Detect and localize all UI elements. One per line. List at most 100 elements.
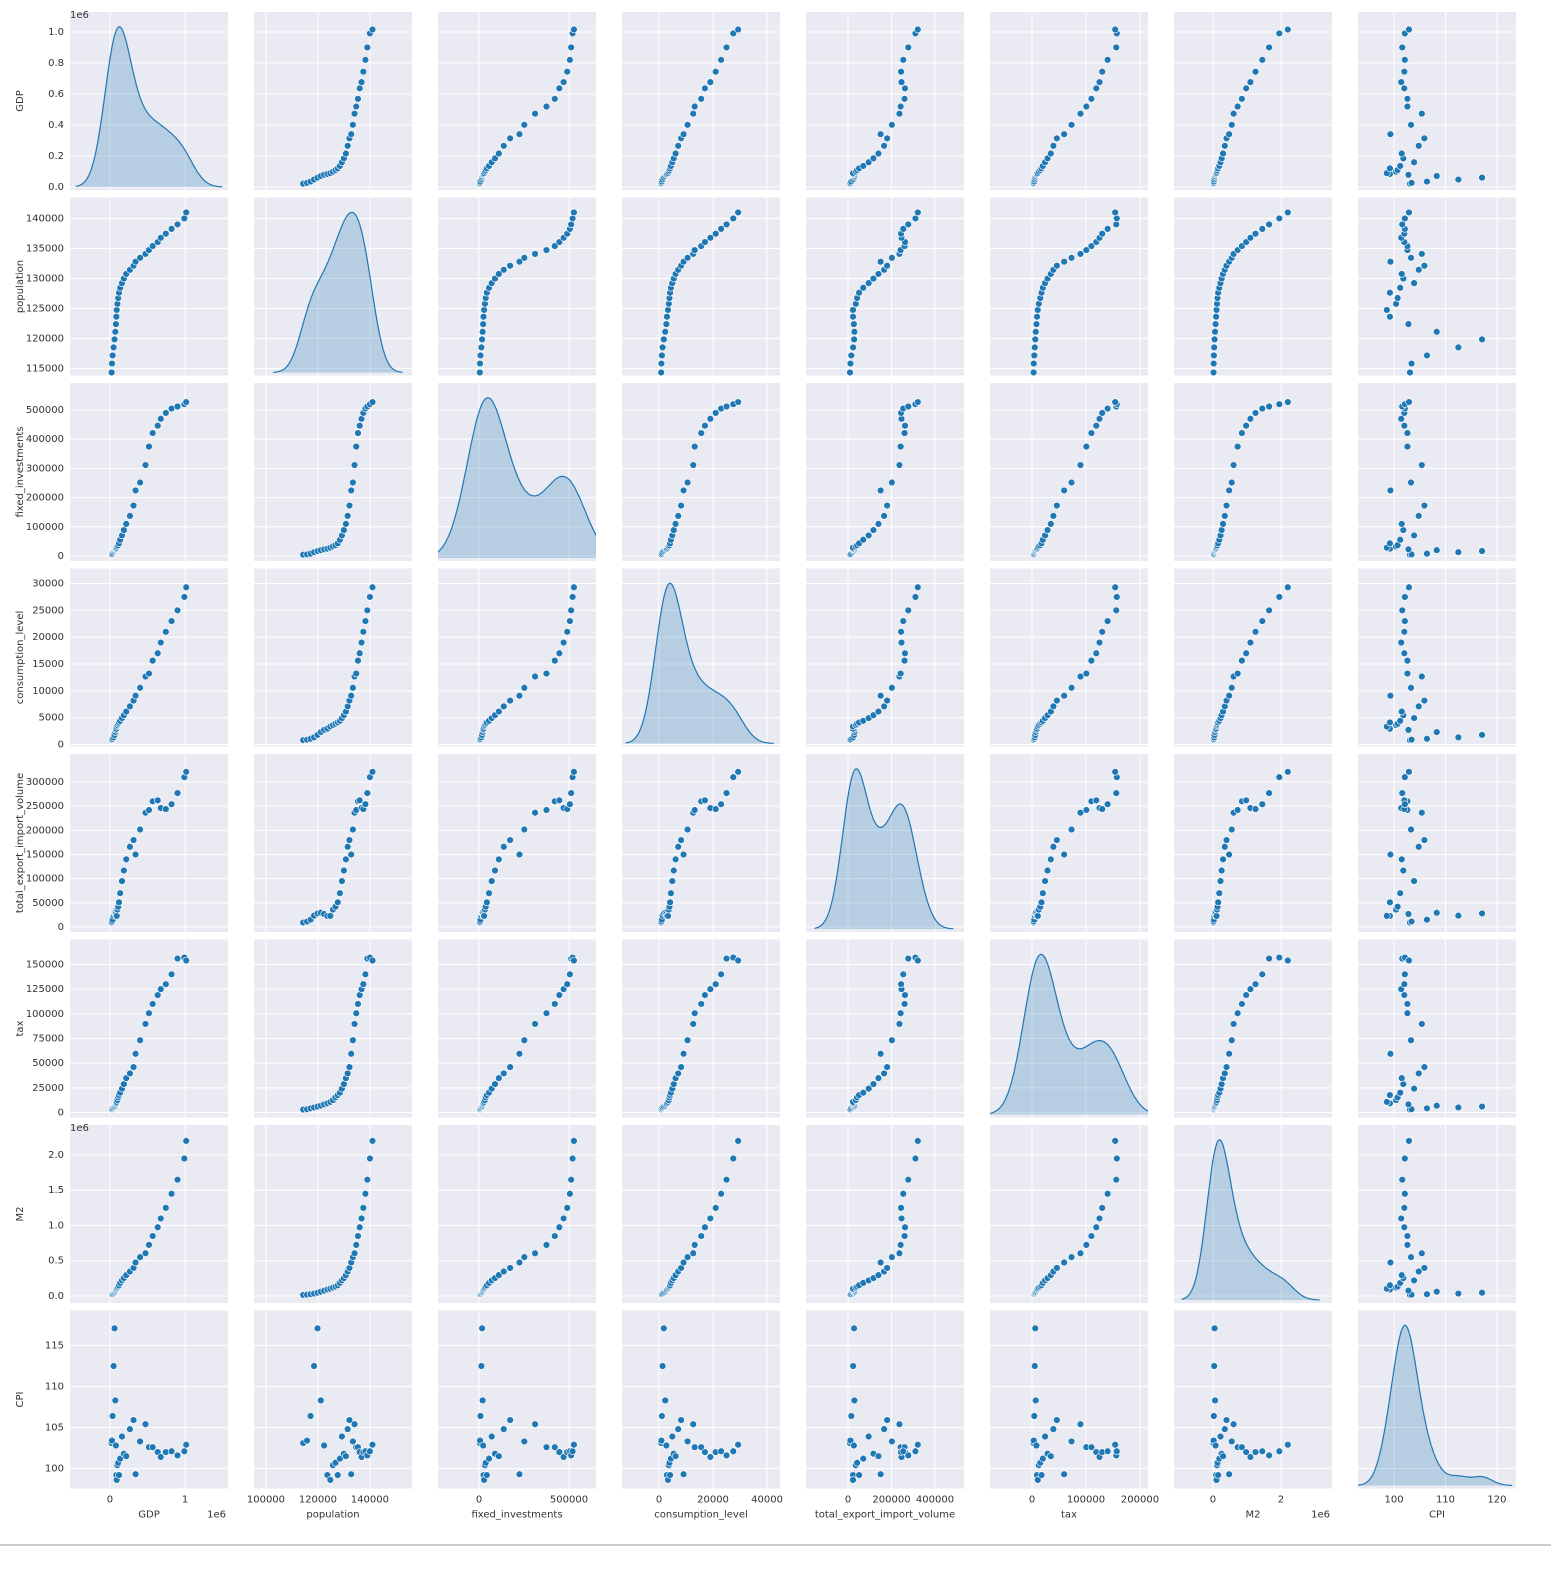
scatter-point xyxy=(531,250,539,258)
panel xyxy=(1174,12,1332,190)
scatter-point xyxy=(904,606,912,615)
scatter-point xyxy=(691,1009,699,1017)
scatter-point xyxy=(1415,1267,1423,1276)
scatter-point xyxy=(664,912,672,920)
scatter-point xyxy=(1228,684,1236,692)
scatter-point xyxy=(570,25,578,34)
plot-area xyxy=(75,26,223,188)
panel-background xyxy=(990,197,1148,376)
scatter-point xyxy=(666,1471,674,1479)
panel-background xyxy=(70,1125,228,1303)
scatter-point xyxy=(131,486,140,495)
scatter-point xyxy=(368,768,377,776)
scatter-point xyxy=(345,1416,354,1424)
panel xyxy=(806,1125,964,1303)
panel xyxy=(806,197,964,376)
scatter-point xyxy=(180,1447,189,1455)
scatter-point xyxy=(864,158,873,166)
scatter-point xyxy=(864,1084,873,1093)
plot-area xyxy=(299,398,377,559)
scatter-point xyxy=(1405,768,1413,776)
scatter-point xyxy=(1098,230,1106,238)
scatter-point xyxy=(347,1470,355,1478)
scatter-point xyxy=(666,898,674,907)
y-tick-label: 0.5 xyxy=(48,1256,64,1267)
scatter-point xyxy=(1258,970,1266,979)
scatter-point xyxy=(1060,691,1068,700)
scatter-point xyxy=(658,1362,667,1370)
scatter-point xyxy=(115,1471,123,1479)
scatter-point xyxy=(859,536,867,544)
scatter-point xyxy=(515,1258,524,1267)
scatter-point xyxy=(1031,1362,1039,1370)
y-tick-label: 10000 xyxy=(32,686,64,697)
scatter-point xyxy=(1053,134,1061,143)
scatter-point xyxy=(1398,1074,1406,1082)
scatter-point xyxy=(359,67,368,76)
panel xyxy=(438,754,596,932)
scatter-point xyxy=(173,1451,182,1460)
scatter-point xyxy=(1033,313,1041,321)
scatter-point xyxy=(679,1258,688,1267)
scatter-point xyxy=(722,1451,731,1460)
scatter-point xyxy=(320,1441,328,1450)
scatter-point xyxy=(1210,335,1219,344)
scatter-point xyxy=(1399,866,1407,875)
scatter-point xyxy=(1087,242,1096,250)
scatter-point xyxy=(1284,583,1292,591)
scatter-point xyxy=(157,1214,165,1223)
scatter-point xyxy=(162,409,170,417)
scatter-point xyxy=(904,43,912,52)
scatter-point xyxy=(173,1175,182,1184)
plot-area xyxy=(299,1137,377,1299)
scatter-point xyxy=(355,796,364,805)
x-tick-label: 0 xyxy=(476,1495,482,1506)
panel-background xyxy=(990,1125,1148,1303)
scatter-point xyxy=(1092,1223,1100,1231)
scatter-point xyxy=(566,617,574,625)
scatter-point xyxy=(1423,915,1431,924)
scatter-point xyxy=(1053,696,1061,705)
panel xyxy=(990,12,1148,190)
plot-area xyxy=(273,211,403,373)
plot-area xyxy=(107,398,190,559)
plot-area xyxy=(107,583,190,744)
scatter-point xyxy=(691,442,699,451)
scatter-point xyxy=(476,1412,485,1420)
scatter-point xyxy=(1242,991,1250,999)
scatter-point xyxy=(111,1396,120,1405)
scatter-point xyxy=(313,1324,322,1332)
scatter-point xyxy=(1405,956,1413,965)
scatter-point xyxy=(1246,415,1255,423)
x-tick-label: 120000 xyxy=(299,1495,337,1506)
scatter-point xyxy=(154,796,162,805)
scatter-point xyxy=(1032,328,1040,336)
x-axis-label: M2 xyxy=(1246,1510,1261,1521)
scatter-point xyxy=(1225,691,1233,700)
scatter-point xyxy=(1032,320,1041,328)
scatter-point xyxy=(495,707,503,716)
x-offset-label: 1e6 xyxy=(207,1510,226,1521)
scatter-point xyxy=(1229,461,1238,469)
scatter-point xyxy=(542,102,551,111)
scatter-point xyxy=(1238,1443,1246,1451)
scatter-point xyxy=(904,402,912,411)
scatter-point xyxy=(1410,158,1418,166)
scatter-point xyxy=(182,768,190,776)
x-axis-label: tax xyxy=(1061,1510,1077,1521)
scatter-point xyxy=(1410,714,1418,722)
scatter-point xyxy=(1404,545,1413,554)
scatter-point xyxy=(855,1471,863,1479)
scatter-point xyxy=(1433,728,1441,736)
scatter-point xyxy=(347,130,355,138)
kde-line xyxy=(814,768,954,930)
scatter-point xyxy=(1228,121,1236,129)
plot-area xyxy=(476,583,578,744)
panel-background xyxy=(1358,1125,1516,1303)
scatter-point xyxy=(1398,789,1406,797)
panel-background xyxy=(990,568,1148,747)
y-tick-label: 100000 xyxy=(26,522,64,533)
scatter-point xyxy=(1111,25,1119,34)
scatter-point xyxy=(1265,606,1273,615)
scatter-point xyxy=(1478,335,1486,344)
